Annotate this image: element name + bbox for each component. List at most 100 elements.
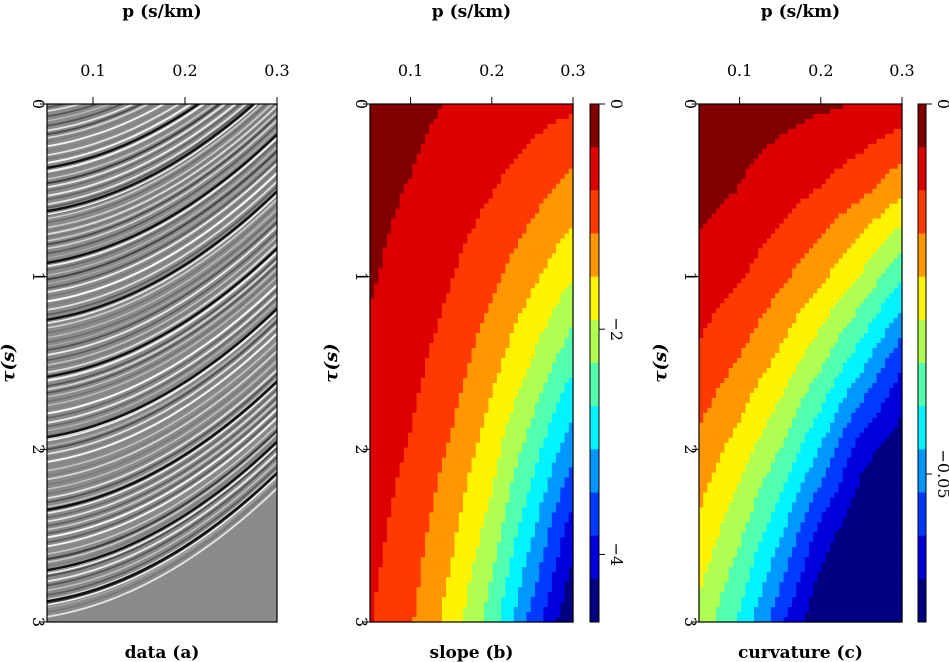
heatmap-cell xyxy=(556,198,561,205)
heatmap-cell xyxy=(424,372,430,379)
heatmap-cell xyxy=(374,402,380,409)
heatmap-cell xyxy=(391,497,396,504)
heatmap-cell xyxy=(539,457,544,464)
heatmap-cell xyxy=(441,547,447,553)
heatmap-cell xyxy=(450,487,456,494)
heatmap-cell xyxy=(484,178,490,185)
heatmap-cell xyxy=(437,467,443,474)
heatmap-cell xyxy=(395,597,401,603)
heatmap-cell xyxy=(416,452,422,459)
heatmap-cell xyxy=(518,133,523,140)
heatmap-cell xyxy=(488,407,494,414)
heatmap-cell xyxy=(505,298,511,304)
heatmap-cell xyxy=(408,542,413,548)
heatmap-cell xyxy=(395,153,401,160)
heatmap-cell xyxy=(488,577,494,583)
heatmap-cell xyxy=(467,592,473,598)
heatmap-cell xyxy=(374,333,380,339)
heatmap-cell xyxy=(374,567,380,573)
heatmap-cell xyxy=(505,328,511,334)
heatmap-cell xyxy=(399,193,405,200)
heatmap-cell xyxy=(556,547,561,553)
heatmap-cell xyxy=(488,353,494,359)
heatmap-cell xyxy=(463,258,468,264)
heatmap-cell xyxy=(370,233,375,240)
heatmap-cell xyxy=(543,527,549,533)
heatmap-cell xyxy=(471,223,477,230)
heatmap-cell xyxy=(391,333,396,339)
heatmap-cell xyxy=(454,178,460,185)
heatmap-cell xyxy=(399,462,405,469)
heatmap-cell xyxy=(534,138,540,145)
heatmap-cell xyxy=(556,283,561,289)
heatmap-cell xyxy=(370,104,375,110)
heatmap-cell xyxy=(496,198,502,205)
heatmap-cell xyxy=(420,363,426,369)
heatmap-cell xyxy=(395,397,401,404)
heatmap-cell xyxy=(496,253,502,259)
heatmap-cell xyxy=(475,467,481,474)
heatmap-cell xyxy=(458,417,464,424)
heatmap-cell xyxy=(564,273,570,279)
heatmap-cell xyxy=(395,382,401,389)
heatmap-cell xyxy=(556,313,561,319)
heatmap-cell xyxy=(484,338,490,344)
heatmap-cell xyxy=(433,432,439,439)
heatmap-cell xyxy=(467,477,473,484)
heatmap-cell xyxy=(403,193,409,200)
heatmap-cell xyxy=(543,547,549,553)
heatmap-cell xyxy=(526,104,532,110)
heatmap-cell xyxy=(513,258,519,264)
heatmap-cell xyxy=(475,592,481,598)
heatmap-cell xyxy=(391,338,396,344)
heatmap-cell xyxy=(568,178,574,185)
heatmap-cell xyxy=(416,308,422,314)
heatmap-cell xyxy=(534,293,540,299)
heatmap-cell xyxy=(391,457,396,464)
heatmap-cell xyxy=(530,437,536,444)
heatmap-cell xyxy=(416,218,422,225)
heatmap-cell xyxy=(458,153,464,160)
heatmap-cell xyxy=(518,397,523,404)
heatmap-cell xyxy=(433,597,439,603)
heatmap-cell xyxy=(458,218,464,225)
heatmap-cell xyxy=(437,268,443,274)
heatmap-cell xyxy=(484,547,490,553)
heatmap-cell xyxy=(564,402,570,409)
heatmap-cell xyxy=(539,437,544,444)
heatmap-cell xyxy=(403,587,409,593)
heatmap-cell xyxy=(547,532,553,538)
heatmap-cell xyxy=(501,358,506,364)
heatmap-cell xyxy=(454,417,460,424)
heatmap-cell xyxy=(568,537,574,543)
heatmap-cell xyxy=(446,552,451,558)
heatmap-cell xyxy=(530,577,536,583)
heatmap-cell xyxy=(560,273,566,279)
heatmap-cell xyxy=(560,288,566,294)
heatmap-cell xyxy=(458,402,464,409)
heatmap-cell xyxy=(526,268,532,274)
heatmap-cell xyxy=(522,163,528,170)
heatmap-cell xyxy=(534,308,540,314)
heatmap-cell xyxy=(441,537,447,543)
heatmap-cell xyxy=(429,298,435,304)
heatmap-cell xyxy=(509,293,515,299)
heatmap-cell xyxy=(382,592,388,598)
heatmap-cell xyxy=(492,178,498,185)
seismic-event xyxy=(47,104,187,160)
heatmap-cell xyxy=(492,477,498,484)
heatmap-cell xyxy=(475,153,481,160)
heatmap-cell xyxy=(513,168,519,175)
heatmap-cell xyxy=(399,597,405,603)
heatmap-cell xyxy=(446,108,451,115)
heatmap-cell xyxy=(403,372,409,379)
heatmap-cell xyxy=(408,168,413,175)
heatmap-cell xyxy=(412,253,418,259)
heatmap-cell xyxy=(560,552,566,558)
heatmap-cell xyxy=(505,587,511,593)
heatmap-cell xyxy=(526,353,532,359)
heatmap-cell xyxy=(378,567,384,573)
heatmap-cell xyxy=(479,248,485,255)
heatmap-cell xyxy=(518,328,523,334)
heatmap-cell xyxy=(403,113,409,120)
